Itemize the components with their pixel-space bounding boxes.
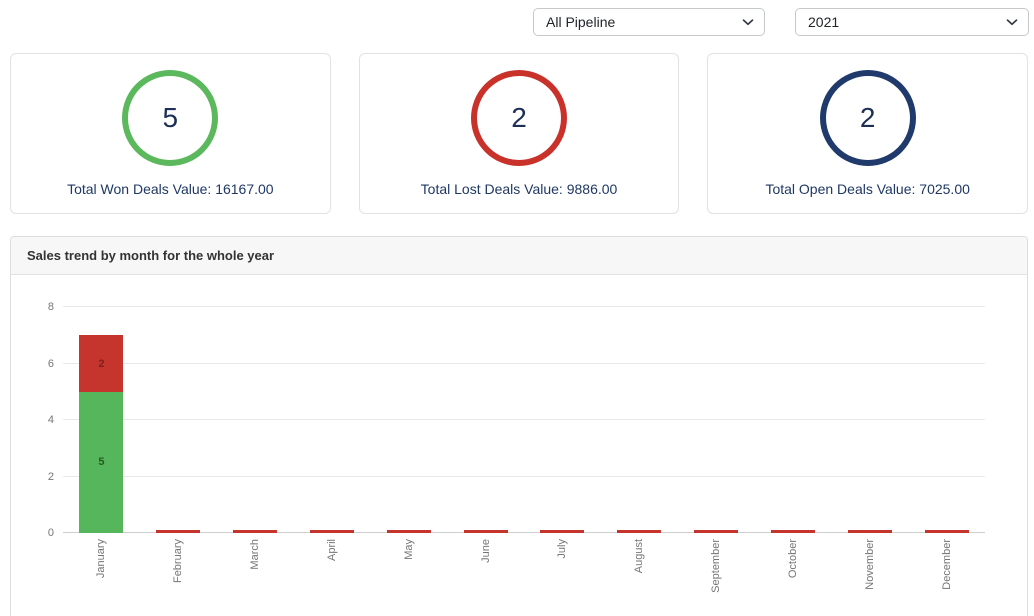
stacked-bar-july[interactable] bbox=[540, 307, 585, 533]
bar-slot-april bbox=[293, 307, 370, 533]
x-axis-label-cell: March bbox=[217, 539, 294, 616]
x-axis-label-february: February bbox=[172, 539, 185, 584]
bar-segment-lost-march[interactable] bbox=[233, 530, 278, 533]
x-axis-label-july: July bbox=[556, 539, 569, 559]
won-deals-ring: 5 bbox=[122, 70, 219, 166]
x-axis-label-april: April bbox=[325, 539, 338, 562]
open-deals-count: 2 bbox=[859, 102, 876, 133]
bar-segment-lost-july[interactable] bbox=[540, 530, 585, 533]
x-axis-label-september: September bbox=[710, 539, 723, 593]
bar-segment-won-january[interactable]: 5 bbox=[79, 391, 124, 533]
pipeline-select-wrap: All Pipeline bbox=[533, 8, 765, 36]
x-axis-label-cell: July bbox=[524, 539, 601, 616]
x-axis-label-january: January bbox=[95, 539, 108, 579]
stacked-bar-december[interactable] bbox=[924, 307, 969, 533]
x-axis-label-cell: May bbox=[370, 539, 447, 616]
gridline-2 bbox=[63, 475, 985, 477]
bar-slot-september bbox=[678, 307, 755, 533]
stacked-bar-june[interactable] bbox=[463, 307, 508, 533]
bar-segment-lost-october[interactable] bbox=[770, 530, 815, 533]
won-deals-card: 5 Total Won Deals Value: 16167.00 bbox=[10, 53, 331, 214]
x-axis-label-cell: October bbox=[754, 539, 831, 616]
bar-segment-lost-september[interactable] bbox=[694, 530, 739, 533]
stacked-bar-march[interactable] bbox=[233, 307, 278, 533]
x-axis-label-august: August bbox=[633, 539, 646, 574]
gridline-6 bbox=[63, 362, 985, 364]
x-axis-label-may: May bbox=[402, 539, 415, 560]
won-deals-count: 5 bbox=[162, 102, 179, 133]
bar-slot-november bbox=[831, 307, 908, 533]
sales-trend-panel: Sales trend by month for the whole year … bbox=[10, 236, 1028, 616]
sales-trend-title: Sales trend by month for the whole year bbox=[11, 237, 1027, 275]
bar-slot-february bbox=[140, 307, 217, 533]
x-axis-label-october: October bbox=[786, 539, 799, 579]
x-axis-label-cell: January bbox=[63, 539, 140, 616]
bar-segment-lost-november[interactable] bbox=[847, 530, 892, 533]
stacked-bar-may[interactable] bbox=[386, 307, 431, 533]
bar-segment-lost-may[interactable] bbox=[386, 530, 431, 533]
y-axis-tick-2: 2 bbox=[47, 470, 54, 483]
lost-deals-label: Total Lost Deals Value: 9886.00 bbox=[420, 181, 618, 197]
bar-segment-lost-january[interactable]: 2 bbox=[79, 335, 124, 392]
x-axis-label-cell: September bbox=[678, 539, 755, 616]
stacked-bar-november[interactable] bbox=[847, 307, 892, 533]
lost-deals-ring: 2 bbox=[471, 70, 567, 166]
bar-slot-december bbox=[908, 307, 985, 533]
y-axis-tick-6: 6 bbox=[47, 357, 54, 370]
open-deals-ring: 2 bbox=[819, 70, 916, 166]
bar-slot-march bbox=[217, 307, 294, 533]
x-axis-label-cell: June bbox=[447, 539, 524, 616]
bar-segment-lost-april[interactable] bbox=[309, 530, 354, 533]
bar-slot-august bbox=[601, 307, 678, 533]
y-axis-tick-8: 8 bbox=[47, 301, 54, 313]
gridline-8 bbox=[63, 306, 985, 307]
bar-slot-october bbox=[754, 307, 831, 533]
bar-value-annotation: 2 bbox=[98, 357, 105, 370]
lost-deals-card: 2 Total Lost Deals Value: 9886.00 bbox=[358, 53, 680, 214]
x-axis-label-december: December bbox=[940, 539, 953, 590]
bar-segment-lost-june[interactable] bbox=[463, 530, 508, 533]
x-axis-label-cell: November bbox=[831, 539, 908, 616]
bar-segment-lost-december[interactable] bbox=[924, 530, 969, 533]
x-axis-label-cell: April bbox=[293, 539, 370, 616]
x-axis-label-june: June bbox=[479, 539, 492, 563]
y-axis-tick-4: 4 bbox=[47, 414, 54, 426]
stacked-bar-april[interactable] bbox=[309, 307, 354, 533]
gridline-0 bbox=[63, 532, 985, 533]
stacked-bar-october[interactable] bbox=[770, 307, 815, 533]
won-deals-label: Total Won Deals Value: 16167.00 bbox=[67, 181, 274, 197]
year-select[interactable]: 2021 bbox=[795, 8, 1029, 36]
stacked-bar-august[interactable] bbox=[617, 307, 662, 533]
year-select-wrap: 2021 bbox=[795, 8, 1029, 36]
y-axis-tick-0: 0 bbox=[47, 527, 54, 539]
bar-value-annotation: 5 bbox=[98, 456, 105, 469]
open-deals-card: 2 Total Open Deals Value: 7025.00 bbox=[707, 53, 1029, 214]
x-axis-label-cell: August bbox=[601, 539, 678, 616]
filter-bar: All Pipeline 2021 bbox=[0, 0, 1034, 36]
lost-deals-count: 2 bbox=[511, 102, 527, 133]
x-axis-label-cell: December bbox=[908, 539, 985, 616]
bar-slot-july bbox=[524, 307, 601, 533]
summary-cards-row: 5 Total Won Deals Value: 16167.00 2 Tota… bbox=[10, 53, 1029, 214]
pipeline-select[interactable]: All Pipeline bbox=[533, 8, 765, 36]
x-axis-label-march: March bbox=[249, 539, 262, 570]
open-deals-label: Total Open Deals Value: 7025.00 bbox=[765, 181, 970, 197]
x-axis-label-cell: February bbox=[140, 539, 217, 616]
bar-slot-may bbox=[370, 307, 447, 533]
stacked-bar-february[interactable] bbox=[156, 307, 201, 533]
bar-slot-june bbox=[447, 307, 524, 533]
x-axis-label-november: November bbox=[863, 539, 876, 590]
x-axis-labels: January February March April May June July Augu… bbox=[63, 539, 985, 616]
gridline-4 bbox=[63, 419, 985, 420]
stacked-bar-september[interactable] bbox=[694, 307, 739, 533]
bar-segment-lost-august[interactable] bbox=[617, 530, 662, 533]
bar-segment-lost-february[interactable] bbox=[156, 530, 201, 533]
